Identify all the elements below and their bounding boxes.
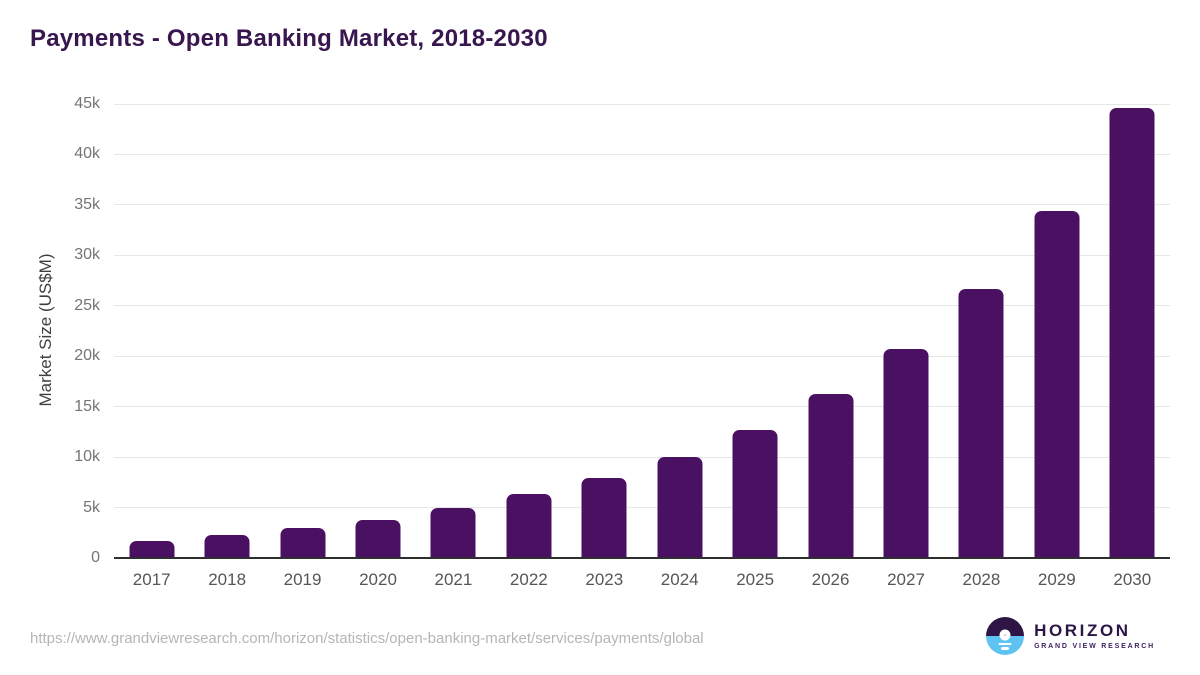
bar-2024[interactable]: [657, 456, 703, 558]
gridline-20k: [114, 355, 1170, 357]
reflection-dash-icon: [1001, 647, 1010, 650]
x-tick-2027: 2027: [887, 570, 925, 589]
gridline-40k: [114, 153, 1170, 155]
x-tick-2026: 2026: [811, 570, 850, 589]
bar-2030[interactable]: [1109, 108, 1155, 558]
logo-text: HORIZON GRAND VIEW RESEARCH: [1034, 621, 1155, 650]
y-tick-20k: 20k: [74, 347, 100, 365]
y-tick-10k: 10k: [74, 448, 100, 466]
bar-2026[interactable]: [808, 394, 854, 558]
bar-2029[interactable]: [1034, 210, 1080, 558]
x-tick-2019: 2019: [283, 570, 322, 589]
x-axis-line: [114, 557, 1170, 559]
gridline-10k: [114, 456, 1170, 458]
gridline-5k: [114, 507, 1170, 509]
bar-2025[interactable]: [732, 429, 778, 558]
y-tick-25k: 25k: [74, 296, 100, 314]
bar-2022[interactable]: [506, 494, 552, 558]
x-tick-2030: 2030: [1113, 570, 1152, 589]
gridline-45k: [114, 103, 1170, 105]
x-tick-2023: 2023: [585, 570, 624, 589]
x-tick-2018: 2018: [208, 570, 247, 589]
x-tick-2024: 2024: [660, 570, 699, 589]
reflection-dash-icon: [998, 642, 1012, 645]
bar-2023[interactable]: [581, 478, 627, 558]
bar-2018[interactable]: [204, 534, 250, 558]
logo-subtitle: GRAND VIEW RESEARCH: [1034, 642, 1155, 650]
source-url[interactable]: https://www.grandviewresearch.com/horizo…: [30, 630, 704, 647]
bar-2027[interactable]: [883, 349, 929, 558]
x-tick-2021: 2021: [434, 570, 473, 589]
y-tick-0: 0: [91, 549, 100, 566]
bar-2017[interactable]: [129, 540, 175, 558]
bar-2028[interactable]: [958, 288, 1004, 558]
y-axis-label: Market Size (US$M): [36, 253, 55, 407]
x-tick-2029: 2029: [1037, 570, 1076, 589]
y-tick-40k: 40k: [74, 145, 100, 163]
bar-2021[interactable]: [430, 507, 476, 558]
page-title: Payments - Open Banking Market, 2018-203…: [30, 25, 548, 52]
y-tick-35k: 35k: [74, 195, 100, 213]
y-tick-45k: 45k: [74, 95, 100, 112]
gridline-30k: [114, 254, 1170, 256]
y-tick-15k: 15k: [74, 397, 100, 415]
bar-2019[interactable]: [280, 527, 326, 558]
logo-brand-name: HORIZON: [1034, 621, 1131, 641]
plot-area: 0 5k 10k 15k 20k 25k 30k 35k 40k 45k 2017 2018 2019 2…: [74, 95, 1170, 589]
bar-2020[interactable]: [355, 519, 401, 558]
gridline-35k: [114, 204, 1170, 206]
sun-ring-icon: [999, 629, 1011, 641]
x-tick-2017: 2017: [132, 570, 171, 589]
y-tick-30k: 30k: [74, 246, 100, 264]
x-tick-2022: 2022: [509, 570, 548, 589]
x-tick-2020: 2020: [359, 570, 397, 589]
x-tick-2025: 2025: [736, 570, 775, 589]
gridline-15k: [114, 406, 1170, 408]
y-tick-5k: 5k: [83, 498, 100, 516]
x-tick-2028: 2028: [962, 570, 1001, 589]
horizon-logo[interactable]: HORIZON GRAND VIEW RESEARCH: [986, 617, 1155, 655]
horizon-sun-icon: [986, 617, 1025, 655]
gridline-25k: [114, 305, 1170, 307]
